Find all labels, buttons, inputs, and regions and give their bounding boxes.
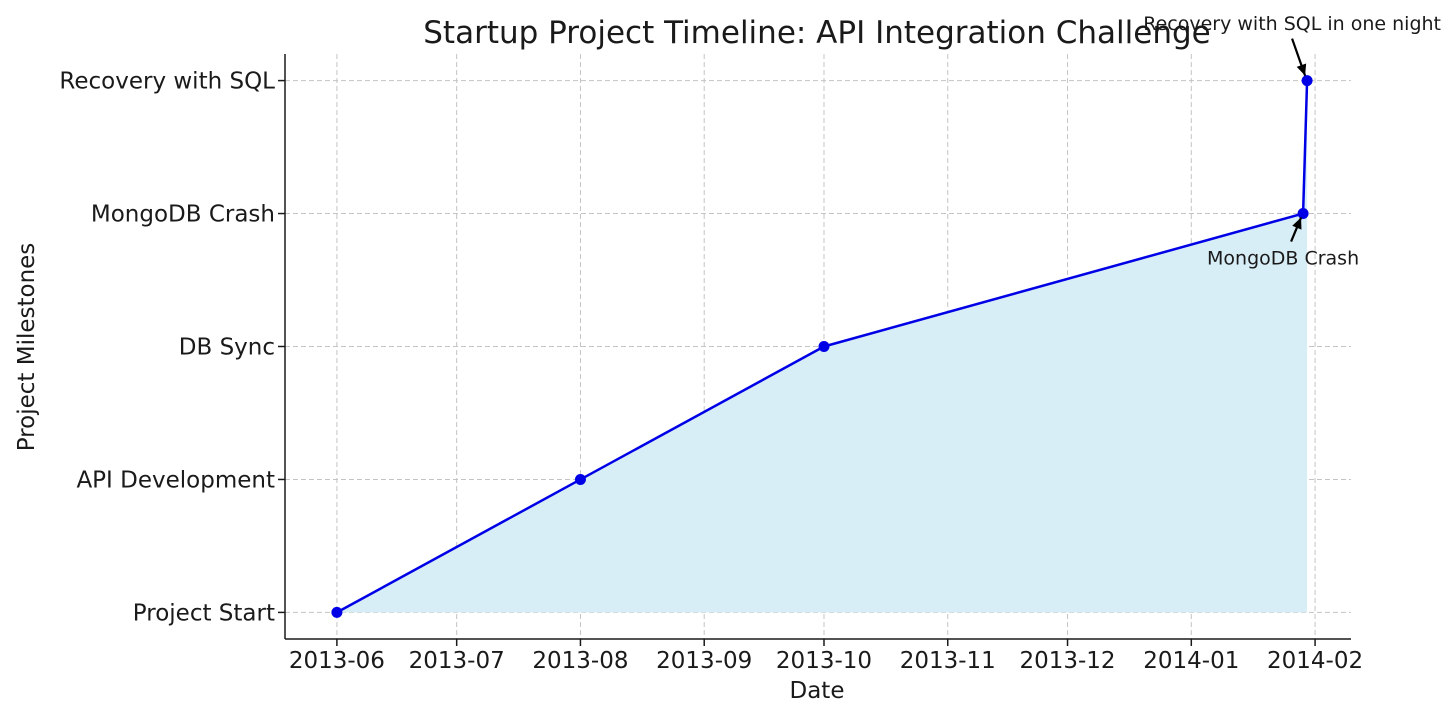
axes — [278, 54, 1351, 646]
data-point — [331, 606, 343, 618]
y-axis-title: Project Milestones — [14, 243, 40, 452]
annotation-label: MongoDB Crash — [1207, 248, 1359, 270]
x-tick-label: 2014-02 — [1267, 648, 1363, 674]
annotation-arrowhead — [1296, 63, 1307, 76]
x-tick-label: 2013-09 — [656, 648, 752, 674]
data-point — [1297, 208, 1309, 220]
data-point — [818, 341, 830, 352]
annotations: MongoDB Crash Recovery with SQL in one ni… — [1143, 13, 1441, 270]
x-tick-label: 2013-06 — [289, 648, 385, 674]
x-tick-label: 2013-11 — [900, 648, 996, 674]
y-tick-label: DB Sync — [179, 335, 275, 361]
x-tick-labels: 2013-06 2013-07 2013-08 2013-09 2013-10 2013-… — [289, 648, 1363, 674]
chart-title: Startup Project Timeline: API Integratio… — [423, 15, 1211, 51]
area-fill-layer — [336, 80, 1308, 613]
y-tick-labels: Project Start API Development DB Sync Mongo… — [59, 69, 275, 627]
x-tick-label: 2013-10 — [776, 648, 872, 674]
data-points — [331, 75, 1313, 618]
area-fill — [336, 80, 1308, 613]
y-tick-label: Project Start — [133, 600, 275, 626]
x-tick-label: 2013-07 — [409, 648, 505, 674]
data-point — [1301, 75, 1313, 87]
y-tick-label: Recovery with SQL — [59, 69, 275, 95]
y-tick-label: MongoDB Crash — [91, 202, 275, 228]
annotation-label: Recovery with SQL in one night — [1143, 13, 1441, 35]
data-point — [574, 473, 586, 485]
x-tick-label: 2014-01 — [1143, 648, 1239, 674]
annotation-arrowhead — [1292, 217, 1302, 230]
x-tick-label: 2013-08 — [532, 648, 628, 674]
x-axis-title: Date — [790, 678, 845, 704]
x-tick-label: 2013-12 — [1019, 648, 1115, 674]
y-tick-label: API Development — [76, 467, 275, 493]
